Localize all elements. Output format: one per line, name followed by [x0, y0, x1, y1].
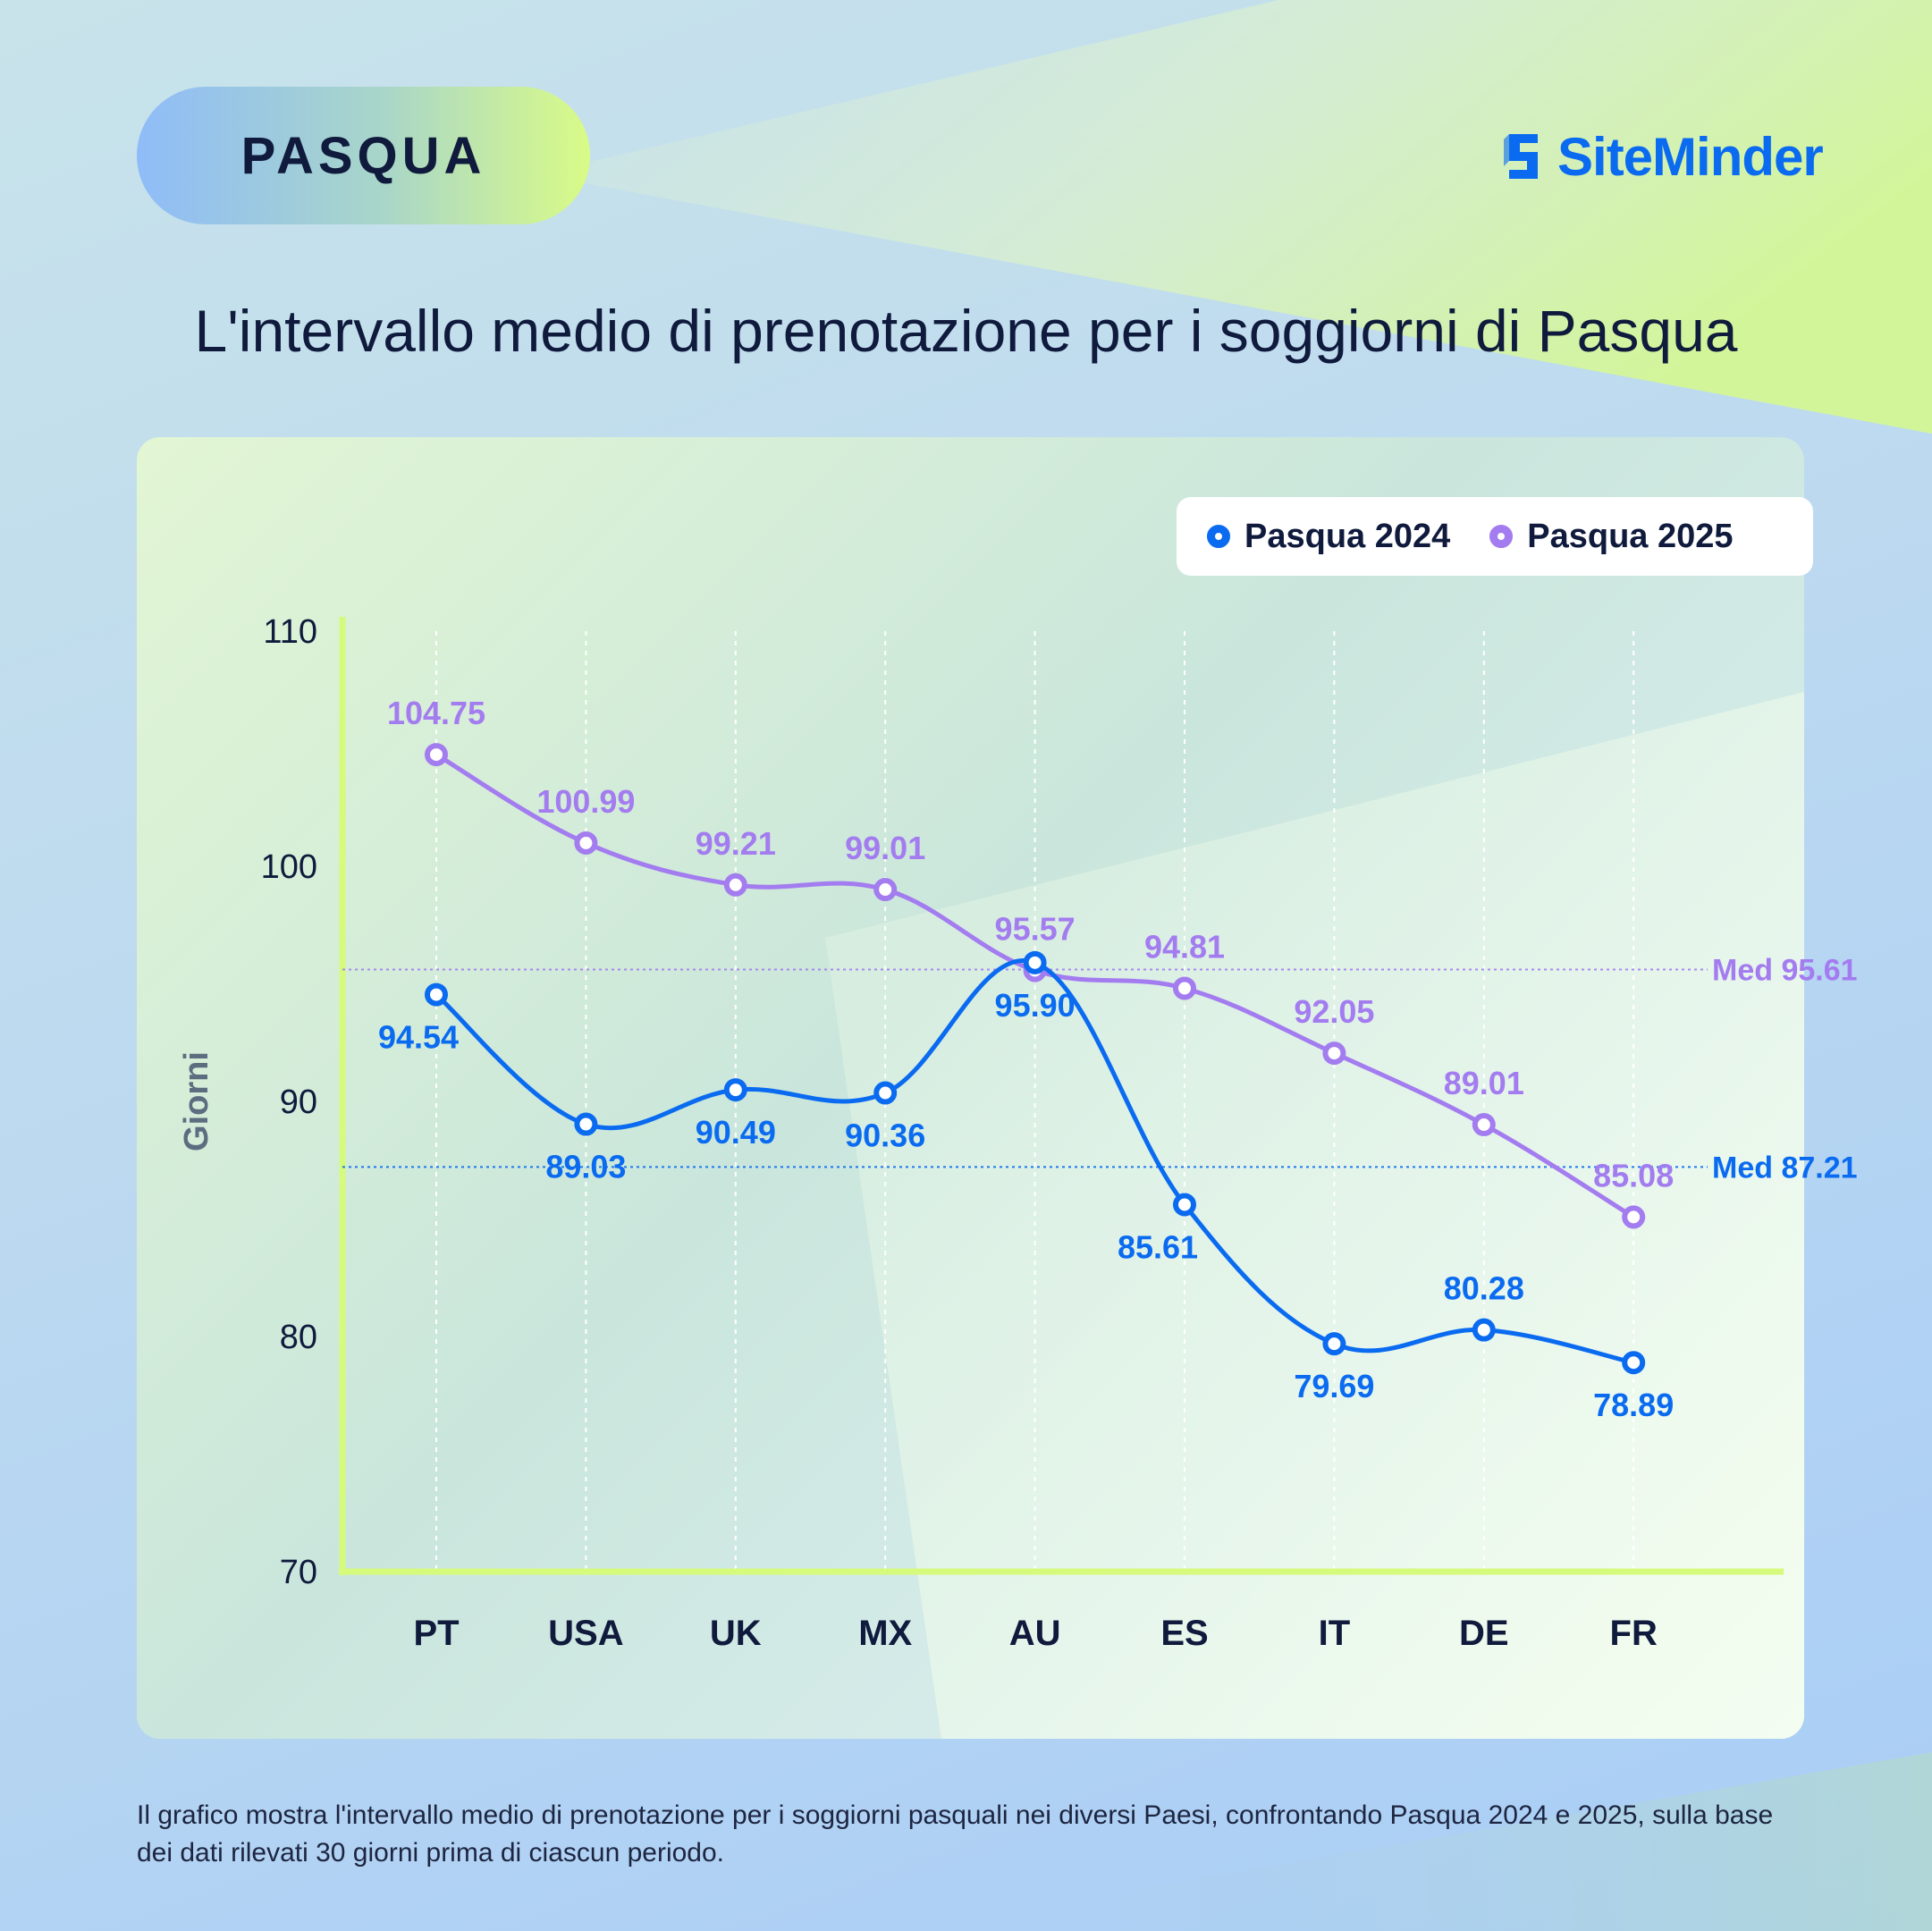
x-tick-label-fr: FR: [1610, 1614, 1658, 1653]
data-label-1-pt: 104.75: [387, 695, 485, 731]
x-tick-label-pt: PT: [413, 1614, 459, 1653]
data-label-1-it: 92.05: [1294, 993, 1374, 1030]
data-label-0-mx: 90.36: [845, 1117, 925, 1154]
category-badge: PASQUA: [137, 87, 590, 224]
x-tick-label-au: AU: [1009, 1614, 1061, 1653]
data-point-1-fr: [1622, 1205, 1646, 1229]
data-label-0-pt: 94.54: [378, 1019, 459, 1056]
y-tick-label: 70: [280, 1554, 317, 1591]
x-tick-label-usa: USA: [548, 1614, 623, 1653]
legend-marker-2025: [1489, 525, 1514, 548]
card-highlight: [825, 692, 1804, 1739]
legend-label-2024: Pasqua 2024: [1244, 517, 1451, 555]
data-label-0-au: 95.90: [995, 987, 1076, 1024]
median-label-1: Med 95.61: [1712, 953, 1858, 987]
x-tick-label-mx: MX: [858, 1614, 912, 1653]
data-label-0-fr: 78.89: [1593, 1387, 1674, 1423]
y-tick-label: 80: [280, 1319, 317, 1356]
data-point-0-de: [1472, 1318, 1496, 1342]
data-point-1-usa: [574, 831, 598, 855]
median-label-0: Med 87.21: [1712, 1151, 1858, 1185]
data-point-0-uk: [723, 1078, 747, 1102]
data-point-1-pt: [425, 743, 448, 767]
data-label-0-it: 79.69: [1294, 1368, 1374, 1404]
y-tick-label: 110: [263, 613, 317, 651]
legend-item-2025: Pasqua 2025: [1489, 517, 1734, 556]
data-label-1-fr: 85.08: [1593, 1157, 1674, 1193]
chart-footnote: Il grafico mostra l'intervallo medio di …: [137, 1800, 1774, 1868]
data-point-0-pt: [425, 982, 448, 1007]
data-label-0-es: 85.61: [1118, 1228, 1198, 1265]
data-label-1-au: 95.57: [995, 911, 1076, 948]
legend-item-2024: Pasqua 2024: [1207, 518, 1450, 556]
x-tick-label-it: IT: [1319, 1614, 1351, 1653]
data-label-1-es: 94.81: [1144, 928, 1225, 965]
data-label-0-uk: 90.49: [696, 1114, 776, 1151]
chart-card: [137, 437, 1804, 1739]
badge-label: PASQUA: [240, 126, 486, 185]
brand-name: SiteMinder: [1557, 126, 1824, 187]
page-title: L'intervallo medio di prenotazione per i…: [194, 298, 1738, 364]
data-point-1-es: [1173, 976, 1196, 1000]
y-axis-title: Giorni: [178, 1051, 215, 1151]
siteminder-logo-icon: [1504, 134, 1538, 179]
x-tick-label-uk: UK: [710, 1614, 762, 1653]
data-point-1-de: [1472, 1113, 1496, 1137]
data-label-1-usa: 100.99: [536, 783, 635, 820]
data-label-0-usa: 89.03: [545, 1149, 626, 1185]
legend-label-2025: Pasqua 2025: [1527, 517, 1734, 555]
data-point-1-mx: [873, 878, 898, 902]
legend-marker-2024: [1207, 525, 1230, 548]
data-label-1-uk: 99.21: [696, 825, 776, 862]
data-point-1-uk: [723, 873, 747, 897]
chart-legend: Pasqua 2024 Pasqua 2025: [1177, 497, 1813, 576]
data-label-1-de: 89.01: [1444, 1065, 1524, 1101]
data-label-0-de: 80.28: [1444, 1270, 1524, 1307]
x-tick-label-de: DE: [1459, 1614, 1509, 1653]
data-point-0-it: [1322, 1332, 1346, 1356]
data-point-0-es: [1173, 1193, 1196, 1217]
siteminder-logo: SiteMinder: [1504, 125, 1824, 188]
data-label-1-mx: 99.01: [845, 830, 925, 866]
data-point-0-usa: [574, 1112, 598, 1136]
data-point-1-it: [1322, 1041, 1346, 1066]
data-point-0-au: [1023, 950, 1047, 974]
y-tick-label: 90: [280, 1084, 317, 1121]
data-point-0-mx: [873, 1081, 898, 1105]
x-tick-label-es: ES: [1160, 1614, 1208, 1653]
data-point-0-fr: [1622, 1351, 1646, 1375]
y-tick-label: 100: [261, 848, 317, 886]
